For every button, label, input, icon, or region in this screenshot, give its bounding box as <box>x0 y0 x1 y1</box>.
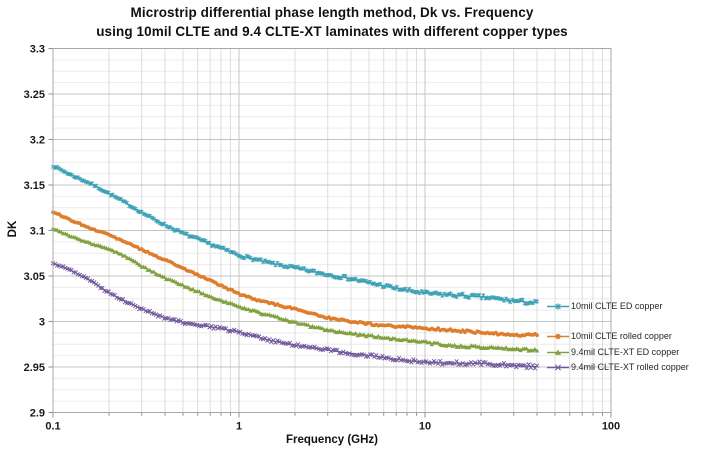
legend-marker-x-icon <box>547 364 569 371</box>
x-tick-label: 1 <box>236 421 242 433</box>
chart-title-line-1: Microstrip differential phase length met… <box>130 5 534 20</box>
chart-title-line-2: using 10mil CLTE and 9.4 CLTE-XT laminat… <box>96 24 568 39</box>
y-tick-label: 3.15 <box>24 180 45 192</box>
plot-border <box>52 48 612 413</box>
y-tick-labels: 3.3 3.25 3.2 3.15 3.1 3.05 3 2.95 2.9 <box>24 43 45 419</box>
legend-label: 10mil CLTE ED copper <box>571 300 663 311</box>
y-tick-label: 2.9 <box>30 407 45 419</box>
legend-item: 10mil CLTE rolled copper <box>547 330 672 343</box>
x-tick-label: 10 <box>419 421 431 433</box>
legend-label: 9.4mil CLTE-XT ED copper <box>571 346 680 357</box>
major-gridlines <box>53 48 611 413</box>
legend-item: 9.4mil CLTE-XT rolled copper <box>547 361 689 374</box>
legend-label: 9.4mil CLTE-XT rolled copper <box>571 362 689 372</box>
y-tick-label: 3.2 <box>30 134 45 146</box>
series-10mil-clte-rolled-copper <box>51 210 539 338</box>
y-tick-label: 3.05 <box>24 271 45 283</box>
y-tick-label: 3.25 <box>24 89 45 101</box>
legend-label: 10mil CLTE rolled copper <box>571 330 672 341</box>
legend-item: 9.4mil CLTE-XT ED copper <box>547 346 679 359</box>
y-tick-label: 3.3 <box>30 43 45 55</box>
y-tick-label: 2.95 <box>24 362 45 374</box>
x-axis-title: Frequency (GHz) <box>285 434 378 446</box>
axis-ticks <box>48 48 612 418</box>
legend-marker-asterisk-icon <box>547 302 569 310</box>
series-9-4mil-clte-xt-ed-copper <box>50 226 540 353</box>
legend-marker-circle-icon <box>547 333 569 339</box>
x-tick-label: 100 <box>602 421 620 433</box>
x-tick-labels: 0.1 1 10 100 <box>45 421 620 433</box>
y-tick-label: 3.1 <box>30 225 45 237</box>
y-tick-label: 3 <box>39 316 45 328</box>
legend-marker-triangle-icon <box>547 349 569 355</box>
legend-item: 10mil CLTE ED copper <box>547 300 662 313</box>
x-tick-label: 0.1 <box>45 421 60 433</box>
